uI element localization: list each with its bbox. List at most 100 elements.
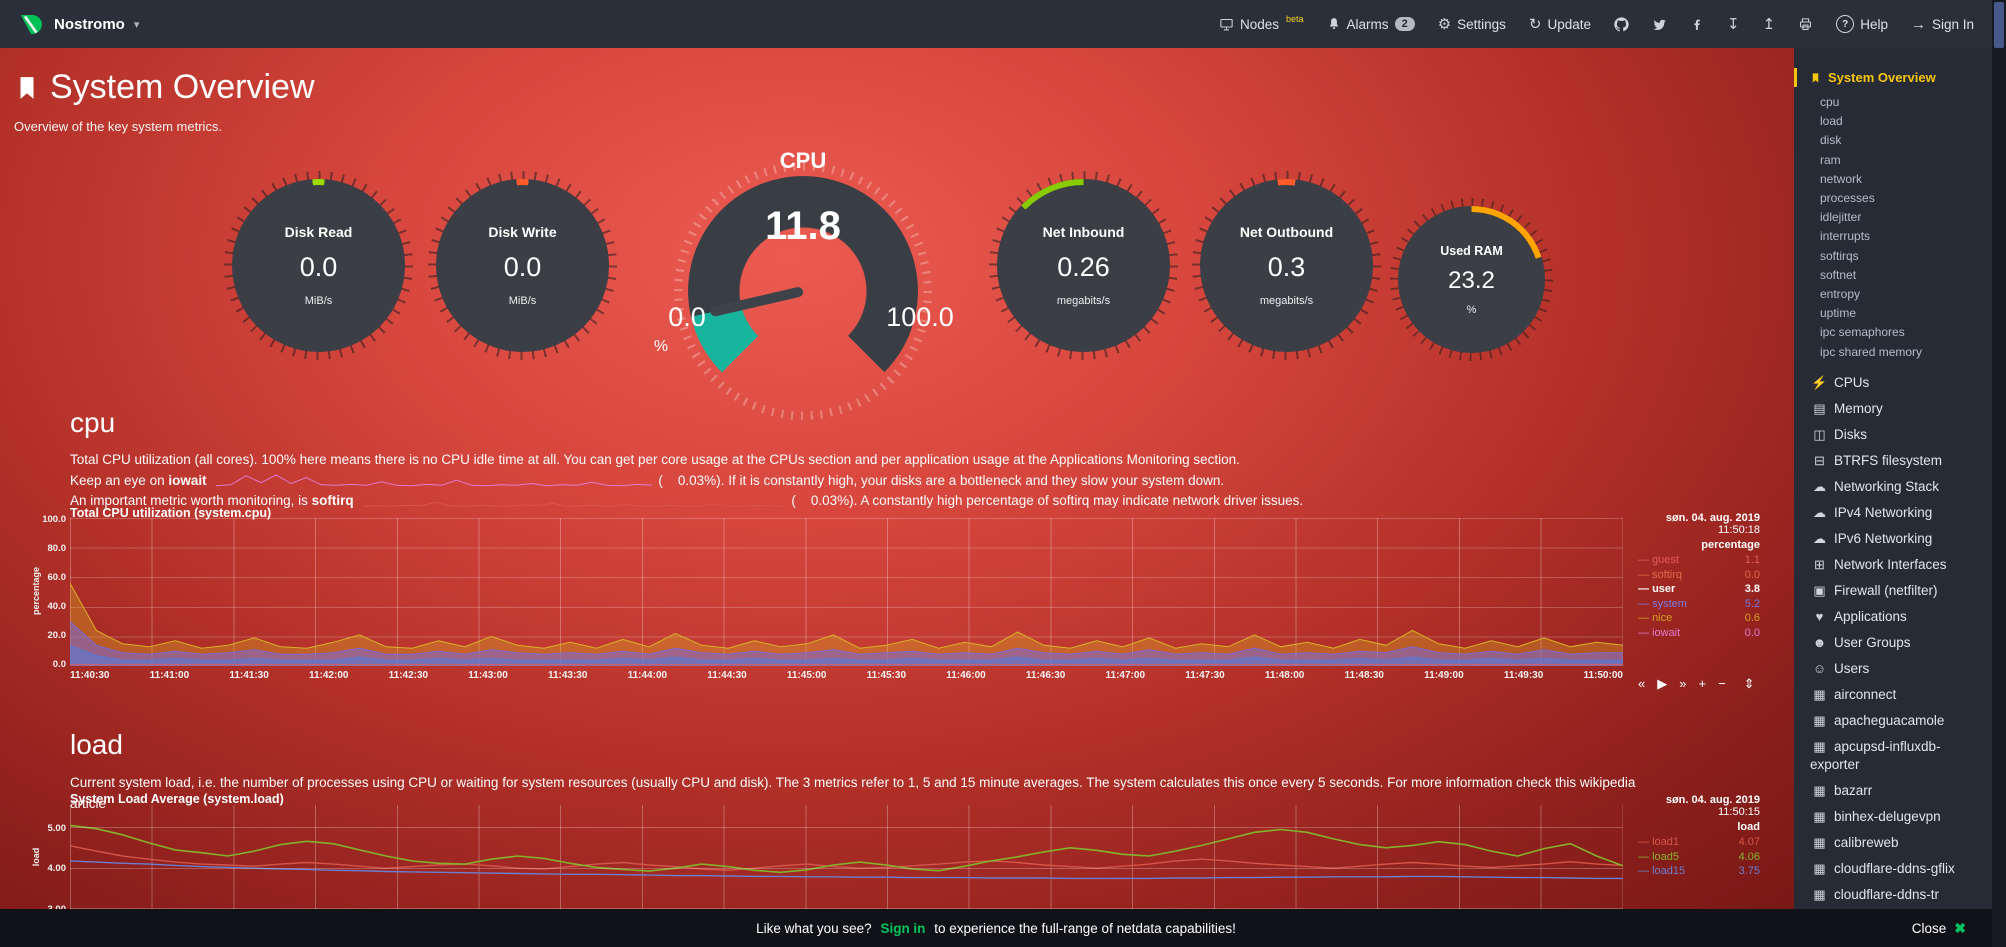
sign-in-label: Sign In <box>1931 16 1974 32</box>
x-axis-label: 11:44:00 <box>627 670 668 681</box>
load-chart-plot[interactable] <box>70 805 1623 909</box>
sidebar-section-item[interactable]: ▦ cloudflare-ddns-gflix <box>1794 856 1992 882</box>
sidebar-section-item[interactable]: ♥ Applications <box>1794 604 1992 630</box>
sidebar-section-item[interactable]: ☻ User Groups <box>1794 630 1992 656</box>
sidebar-section-item[interactable]: ▤ Memory <box>1794 396 1992 422</box>
import-button[interactable]: ↧ <box>1727 17 1740 32</box>
chart-toolbar-icon[interactable]: + <box>1698 676 1707 691</box>
sidebar-section-item[interactable]: ☁ Networking Stack <box>1794 474 1992 500</box>
sidebar-subitem[interactable]: network <box>1820 171 1863 186</box>
legend-entry[interactable]: guest 1.1 <box>1638 553 1760 568</box>
github-icon <box>1614 16 1629 32</box>
help-button[interactable]: ? Help <box>1836 15 1888 33</box>
signin-banner: Like what you see? Sign in to experience… <box>0 909 1992 947</box>
y-axis-label: 40.0 <box>47 601 67 612</box>
sidebar-section-item[interactable]: ◫ Disks <box>1794 422 1992 448</box>
alarms-button[interactable]: Alarms 2 <box>1327 17 1415 32</box>
sidebar-section-item[interactable]: ⊟ BTRFS filesystem <box>1794 448 1992 474</box>
chart-toolbar-icon[interactable]: ▶ <box>1657 676 1668 691</box>
sidebar-subitem[interactable]: ipc semaphores <box>1820 325 1905 340</box>
export-button[interactable]: ↥ <box>1763 17 1776 32</box>
legend-entry[interactable]: user 3.8 <box>1638 582 1760 597</box>
sidebar-section-item[interactable]: ▦ apcupsd-influxdb-exporter <box>1794 734 1992 778</box>
iowait-sparkline[interactable] <box>216 473 653 487</box>
legend-entry[interactable]: iowait 0.0 <box>1638 626 1760 641</box>
legend-entry[interactable]: load1 4.07 <box>1638 835 1760 850</box>
legend-entry-value: 4.07 <box>1738 836 1760 848</box>
sidebar-section-item[interactable]: ▦ calibreweb <box>1794 830 1992 856</box>
sidebar-section-item[interactable]: ▦ apacheguacamole <box>1794 708 1992 734</box>
sidebar-section-item[interactable]: ☁ IPv6 Networking <box>1794 526 1992 552</box>
sidebar-subitem[interactable]: softirqs <box>1820 248 1859 263</box>
sidebar-subitem[interactable]: disk <box>1820 133 1842 148</box>
sign-in-button[interactable]: → Sign In <box>1911 17 1974 32</box>
sidebar-section-item[interactable]: ☺ Users <box>1794 656 1992 682</box>
print-button[interactable] <box>1798 17 1813 32</box>
facebook-button[interactable] <box>1690 17 1704 31</box>
legend-entry[interactable]: nice 0.6 <box>1638 611 1760 626</box>
y-axis-label: 5.00 <box>47 823 67 834</box>
gauge-disk-read[interactable]: Disk Read 0.0 MiB/s <box>224 171 413 360</box>
nodes-button[interactable]: Nodes beta <box>1219 14 1304 32</box>
sidebar-section-item[interactable]: ▦ cloudflare-ddns-tr <box>1794 882 1992 908</box>
hostname[interactable]: Nostromo <box>54 15 125 33</box>
sidebar-subitem[interactable]: entropy <box>1820 287 1861 302</box>
legend-entry-value: 5.2 <box>1744 597 1760 610</box>
x-axis-label: 11:43:00 <box>468 670 508 681</box>
update-button[interactable]: ↻ Update <box>1529 17 1591 32</box>
hostname-caret-icon[interactable]: ▾ <box>133 18 140 31</box>
sidebar-section-icon: ▦ <box>1813 738 1826 754</box>
sidebar-item-system-overview[interactable]: System Overview <box>1794 68 1992 87</box>
sidebar-subitem[interactable]: interrupts <box>1820 229 1871 244</box>
bookmark-icon <box>1812 72 1819 83</box>
sidebar-section-icon: ◫ <box>1813 426 1826 442</box>
sidebar-subitem[interactable]: softnet <box>1820 267 1857 282</box>
sidebar-section-item[interactable]: ▦ airconnect <box>1794 682 1992 708</box>
chart-toolbar-icon[interactable]: » <box>1679 676 1687 691</box>
gauge-used-ram[interactable]: Used RAM 23.2 % <box>1390 198 1553 361</box>
gauge-net-outbound[interactable]: Net Outbound 0.3 megabits/s <box>1192 171 1381 360</box>
sidebar-section-item[interactable]: ☁ IPv4 Networking <box>1794 500 1992 526</box>
chart-toolbar-icon[interactable]: − <box>1718 676 1726 691</box>
legend-entry[interactable]: load15 3.75 <box>1638 864 1760 879</box>
sidebar-subitem[interactable]: ram <box>1820 152 1841 167</box>
gauge-cpu[interactable]: CPU 11.8 0.0 100.0 % <box>653 142 954 420</box>
sidebar-subitem[interactable]: cpu <box>1820 95 1840 109</box>
netdata-logo[interactable] <box>18 11 45 38</box>
github-button[interactable] <box>1614 16 1629 32</box>
chart-toolbar-icon[interactable]: « <box>1638 676 1646 691</box>
twitter-button[interactable] <box>1652 17 1667 32</box>
legend-entry[interactable]: softirq 0.0 <box>1638 568 1760 583</box>
sidebar-section-item[interactable]: ⊞ Network Interfaces <box>1794 552 1992 578</box>
settings-button[interactable]: ⚙ Settings <box>1438 17 1506 32</box>
sign-in-link[interactable]: Sign in <box>880 920 926 936</box>
sidebar-subitem[interactable]: uptime <box>1820 306 1857 321</box>
sidebar-section-label: apcupsd-influxdb-exporter <box>1810 738 1941 772</box>
sidebar-subitem[interactable]: ipc shared memory <box>1820 344 1923 359</box>
gauge-net-inbound[interactable]: Net Inbound 0.26 megabits/s <box>989 171 1178 360</box>
chart-toolbar-icon[interactable]: ⇕ <box>1743 676 1755 691</box>
legend-entry-value: 3.8 <box>1744 583 1760 595</box>
sidebar-section-item[interactable]: ⚡ CPUs <box>1794 370 1992 396</box>
sidebar-section-item[interactable]: ▦ binhex-delugevpn <box>1794 804 1992 830</box>
sidebar-section-item[interactable]: ▣ Firewall (netfilter) <box>1794 578 1992 604</box>
gauge-disk-write[interactable]: Disk Write 0.0 MiB/s <box>428 171 617 360</box>
gridline <box>70 908 1623 909</box>
sidebar-section-icon: ☺ <box>1812 660 1827 676</box>
banner-close-button[interactable]: Close ✖ <box>1912 920 1966 937</box>
scrollbar-thumb[interactable] <box>1994 2 2004 48</box>
page-scrollbar[interactable] <box>1992 0 2006 947</box>
legend-entry[interactable]: load5 4.06 <box>1638 850 1760 865</box>
sidebar-subitem[interactable]: load <box>1820 114 1843 129</box>
legend-entry[interactable]: system 5.2 <box>1638 597 1760 612</box>
sidebar-section-item[interactable]: ▦ bazarr <box>1794 778 1992 804</box>
x-axis-label: 11:45:00 <box>786 670 827 681</box>
sidebar-subitem[interactable]: idlejitter <box>1820 210 1862 225</box>
cpu-chart-plot[interactable] <box>70 518 1623 666</box>
legend-time: 11:50:15 <box>1717 806 1760 818</box>
y-axis-label: 80.0 <box>47 543 67 554</box>
sidebar-subitem[interactable]: processes <box>1820 191 1875 206</box>
softirq-sparkline[interactable] <box>363 494 786 507</box>
legend-entry-name: load1 <box>1638 835 1679 850</box>
cpu-gauge-value: 11.8 <box>765 204 841 248</box>
